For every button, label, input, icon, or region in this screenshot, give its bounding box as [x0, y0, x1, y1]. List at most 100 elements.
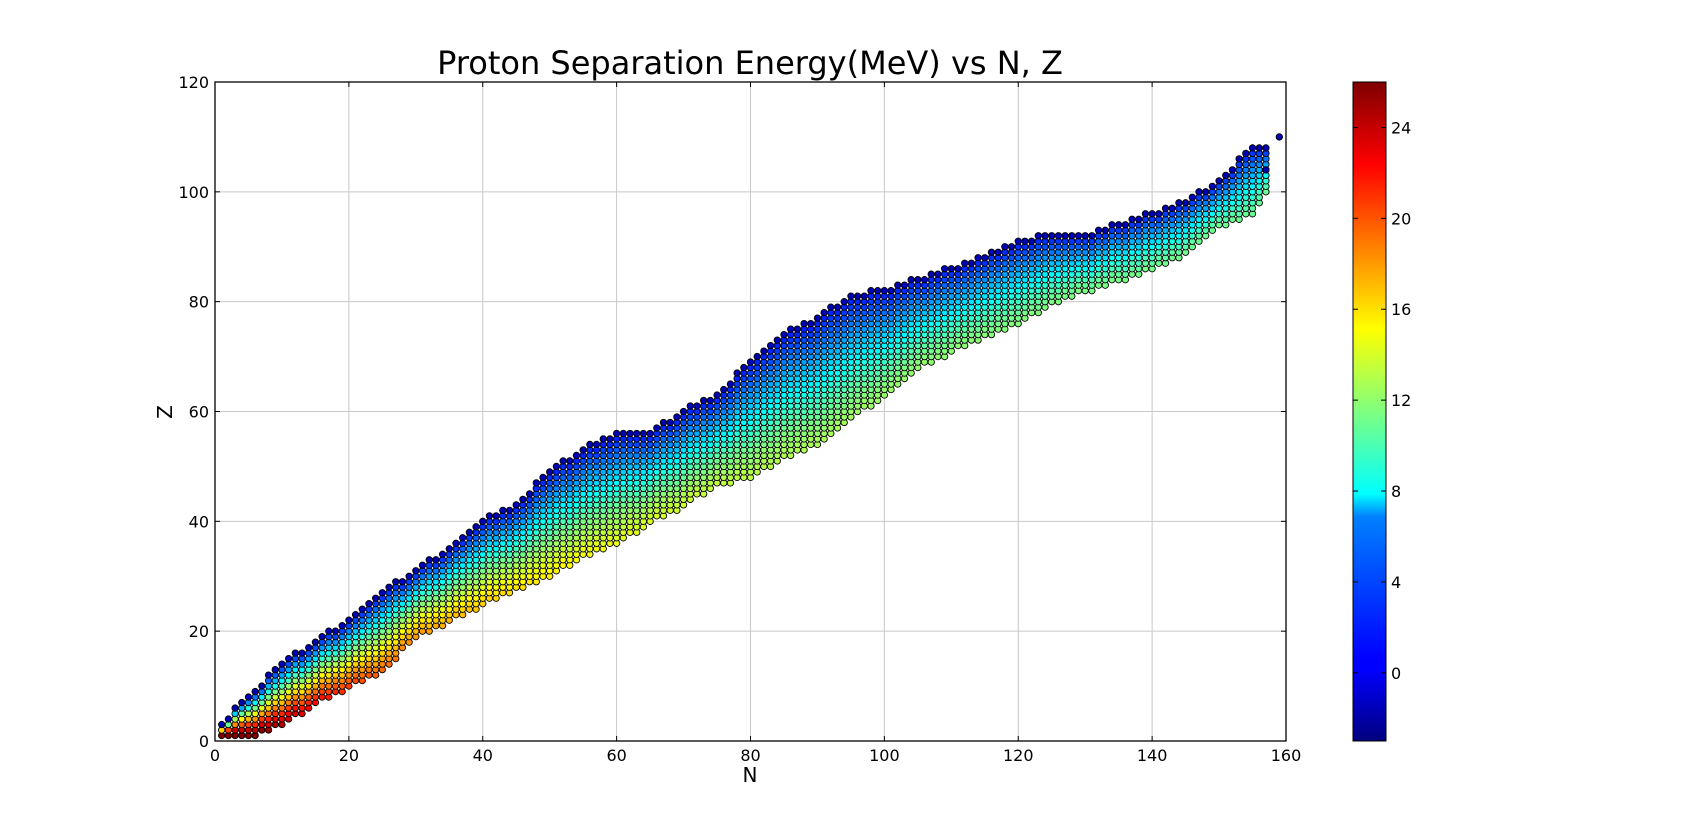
data-point: [706, 396, 714, 405]
data-point: [499, 506, 507, 514]
data-point: [425, 556, 433, 564]
data-point: [1161, 204, 1170, 212]
data-point: [1181, 199, 1190, 207]
data-point: [311, 638, 320, 646]
data-point: [753, 352, 761, 361]
data-point: [1188, 193, 1196, 201]
data-point: [345, 616, 353, 624]
data-point: [392, 578, 400, 586]
data-point: [1034, 232, 1042, 240]
data-point: [264, 671, 273, 679]
data-point: [1021, 237, 1029, 245]
data-point: [284, 654, 293, 663]
data-point: [1061, 232, 1069, 240]
data-point: [987, 248, 996, 256]
data-point: [1275, 133, 1283, 141]
data-point: [880, 287, 889, 295]
x-tick-label: 140: [1137, 746, 1168, 765]
data-point: [1195, 188, 1203, 196]
y-tick-label: 120: [178, 73, 209, 92]
data-point: [820, 308, 828, 317]
data-point: [994, 248, 1002, 256]
data-point: [224, 715, 233, 723]
data-point: [572, 451, 581, 460]
data-point: [298, 649, 306, 657]
colorbar-tick-label: 12: [1391, 391, 1411, 410]
data-point: [519, 495, 527, 504]
data-point: [1168, 204, 1176, 212]
colorbar-tick-label: 20: [1391, 209, 1411, 228]
data-point: [291, 649, 299, 657]
data-point: [947, 265, 955, 273]
data-point: [626, 429, 634, 438]
data-point: [773, 336, 781, 344]
data-point: [720, 385, 728, 394]
data-point: [1088, 232, 1096, 240]
data-point: [981, 254, 989, 262]
data-point: [1108, 221, 1116, 229]
data-point: [331, 627, 340, 635]
data-point: [378, 589, 386, 597]
data-point: [1255, 144, 1263, 152]
data-point: [579, 446, 587, 454]
data-point: [552, 462, 561, 471]
data-point: [371, 594, 380, 602]
data-point: [512, 501, 520, 509]
x-tick-label: 0: [210, 746, 220, 765]
data-point: [800, 319, 808, 328]
data-point: [1242, 149, 1250, 158]
data-point: [398, 578, 407, 586]
x-tick-label: 40: [473, 746, 493, 765]
data-point: [1175, 199, 1183, 207]
data-point: [432, 556, 440, 564]
data-point: [218, 720, 226, 729]
data-point: [1135, 215, 1143, 223]
data-point: [934, 270, 942, 278]
data-point: [1155, 210, 1163, 218]
data-point: [847, 292, 855, 300]
colorbar-tick-label: 4: [1391, 573, 1401, 592]
data-point: [646, 429, 654, 438]
data-point: [472, 523, 480, 531]
data-point: [318, 633, 326, 641]
data-point: [546, 468, 554, 476]
data-point: [1014, 237, 1022, 245]
y-tick-label: 0: [199, 732, 209, 751]
colorbar: [1352, 81, 1387, 742]
data-point: [1007, 243, 1016, 251]
data-point: [244, 693, 253, 701]
data-point: [860, 292, 868, 300]
data-point: [1068, 232, 1076, 240]
data-point: [974, 254, 982, 262]
data-point: [874, 287, 882, 295]
data-point: [1115, 221, 1123, 229]
data-point: [612, 429, 621, 438]
data-point: [505, 506, 514, 514]
colorbar-tick-label: 8: [1391, 482, 1401, 501]
data-point: [485, 512, 494, 520]
data-point: [1094, 226, 1103, 234]
data-point: [459, 534, 467, 542]
data-point: [586, 440, 594, 449]
x-tick-label: 160: [1271, 746, 1302, 765]
data-point: [438, 550, 447, 558]
data-point: [900, 281, 909, 289]
data-point: [693, 402, 701, 410]
data-point: [766, 341, 775, 350]
colorbar-ticks: 0 4 8 12 16 20 24: [1353, 118, 1411, 683]
data-point: [238, 698, 246, 707]
data-point: [566, 457, 574, 465]
data-point: [920, 276, 929, 284]
x-tick-label: 80: [740, 746, 760, 765]
data-point: [633, 429, 641, 438]
data-point: [954, 265, 962, 273]
x-tick-label: 60: [606, 746, 626, 765]
data-point: [351, 611, 360, 619]
data-point: [740, 363, 748, 372]
data-point: [492, 512, 500, 520]
data-point: [258, 682, 266, 690]
data-point: [1048, 232, 1056, 240]
data-point: [726, 380, 735, 388]
data-point: [840, 298, 848, 306]
